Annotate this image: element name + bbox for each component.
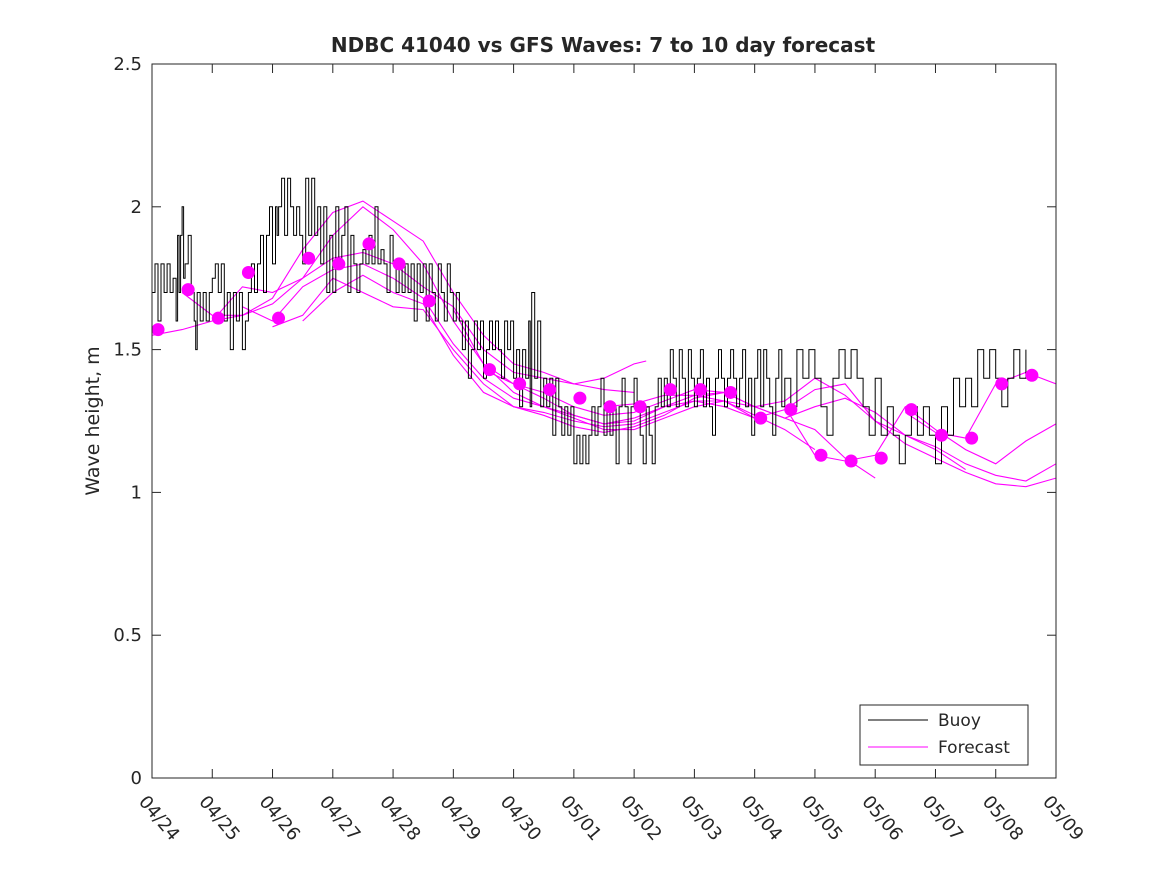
forecast-marker xyxy=(844,454,858,468)
legend-forecast-label: Forecast xyxy=(938,738,1010,758)
forecast-marker xyxy=(272,311,286,325)
forecast-marker xyxy=(874,451,888,465)
forecast-marker xyxy=(181,283,195,297)
forecast-marker xyxy=(784,403,798,417)
forecast-marker xyxy=(573,391,587,405)
forecast-marker xyxy=(543,383,557,397)
legend-box xyxy=(859,704,1029,766)
y-tick-label: 0.5 xyxy=(113,625,142,646)
forecast-marker xyxy=(663,383,677,397)
forecast-trace-line xyxy=(242,263,755,425)
forecast-marker xyxy=(362,237,376,251)
legend-buoy-label: Buoy xyxy=(938,711,981,731)
forecast-marker xyxy=(241,265,255,279)
forecast-marker xyxy=(633,400,647,414)
buoy-series-line xyxy=(152,177,1027,465)
forecast-marker xyxy=(693,383,707,397)
buoy-line-layer xyxy=(152,177,1027,465)
plot-area-border xyxy=(151,63,1057,779)
forecast-marker xyxy=(995,377,1009,391)
forecast-marker xyxy=(814,448,828,462)
forecast-marker xyxy=(332,257,346,271)
forecast-marker xyxy=(302,251,316,265)
forecast-marker xyxy=(754,411,768,425)
forecast-marker xyxy=(603,400,617,414)
forecast-marker xyxy=(211,311,225,325)
forecast-marker xyxy=(904,403,918,417)
chart-title: NDBC 41040 vs GFS Waves: 7 to 10 day for… xyxy=(331,33,876,57)
forecast-marker xyxy=(724,385,738,399)
y-tick-label: 1.5 xyxy=(113,340,142,361)
y-axis-ticks: 0 0.5 1 1.5 2 2.5 xyxy=(113,54,1056,789)
forecast-marker xyxy=(392,257,406,271)
forecast-markers xyxy=(151,237,1039,468)
y-tick-label: 0 xyxy=(131,768,142,789)
forecast-trace-line xyxy=(784,405,1056,465)
forecast-marker xyxy=(482,363,496,377)
y-tick-label: 2.5 xyxy=(113,54,142,75)
forecast-marker xyxy=(422,294,436,308)
forecast-marker xyxy=(965,431,979,445)
legend: Buoy Forecast xyxy=(859,704,1029,766)
forecast-marker xyxy=(1025,368,1039,382)
y-axis-label: Wave height, m xyxy=(82,346,104,495)
forecast-marker xyxy=(934,428,948,442)
y-tick-label: 2 xyxy=(131,197,142,218)
forecast-marker xyxy=(151,323,165,337)
forecast-marker xyxy=(513,377,527,391)
y-tick-label: 1 xyxy=(131,482,142,503)
